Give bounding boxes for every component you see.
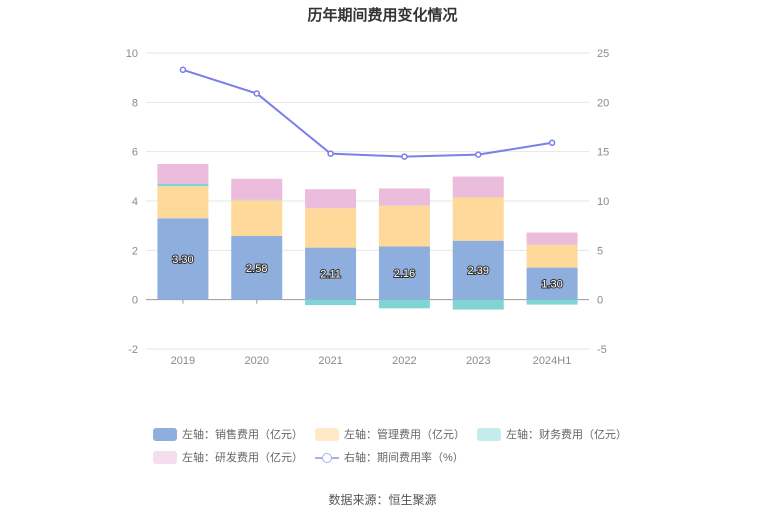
legend-item-research[interactable]: 左轴：研发费用（亿元）	[153, 449, 303, 465]
legend-label-management: 左轴：管理费用（亿元）	[344, 429, 465, 441]
legend-label-financial: 左轴：财务费用（亿元）	[506, 429, 627, 441]
x-axis-label-1: 2020	[245, 355, 269, 367]
bar-0-5	[526, 267, 578, 300]
legend-swatch-sales	[153, 427, 177, 441]
right-axis-tick-1: 0	[597, 295, 603, 307]
chart-plot: -2 0 2 4 6 8 10 -5 0 5 10 15 20 25 2019 2020 2021 2022 202…	[126, 48, 610, 367]
legend: 左轴：销售费用（亿元） 左轴：管理费用（亿元） 左轴：财务费用（亿元） 左轴：研…	[153, 424, 627, 470]
bar-1-3	[378, 205, 430, 247]
bar-0-3	[378, 246, 430, 300]
right-axis-tick-0: -5	[597, 344, 607, 356]
bar-3-2	[305, 189, 357, 209]
bar-2-4	[452, 299, 504, 310]
bar-1-0	[157, 186, 209, 219]
left-axis-tick-5: 8	[132, 97, 138, 109]
legend-swatch-expense-ratio	[315, 451, 339, 464]
bar-3-1	[231, 178, 283, 200]
bar-2-5	[526, 299, 578, 305]
left-axis-tick-4: 6	[132, 147, 138, 159]
right-axis-tick-2: 5	[597, 245, 603, 257]
bar-data-label-5: 1.30	[541, 279, 562, 291]
right-axis-tick-5: 20	[597, 97, 609, 109]
left-axis-tick-0: -2	[128, 344, 138, 356]
bar-0-0	[157, 218, 209, 300]
bar-1-1	[231, 200, 283, 237]
legend-item-management[interactable]: 左轴：管理费用（亿元）	[315, 426, 465, 442]
bar-2-3	[378, 299, 430, 309]
x-axis-label-2: 2021	[318, 355, 342, 367]
bar-1-2	[305, 208, 357, 248]
expense-ratio-point-2	[327, 150, 334, 157]
bar-1-4	[452, 197, 504, 241]
bar-3-0	[157, 164, 209, 184]
bar-data-label-0: 3.30	[172, 254, 193, 266]
legend-swatch-management	[315, 427, 339, 441]
bar-0-4	[452, 240, 504, 300]
expense-ratio-point-1	[253, 90, 260, 97]
right-axis-tick-3: 10	[597, 196, 609, 208]
expense-ratio-point-4	[475, 151, 482, 158]
right-axis-tick-6: 25	[597, 48, 609, 60]
expense-ratio-point-5	[548, 139, 556, 147]
bar-3-4	[452, 176, 504, 198]
bar-2-2	[305, 299, 357, 306]
legend-swatch-research	[153, 450, 177, 464]
bar-3-5	[526, 232, 578, 245]
chart-title: 历年期间费用变化情况	[307, 7, 458, 24]
left-axis-tick-6: 10	[126, 48, 138, 60]
bar-3-3	[378, 188, 430, 206]
legend-label-sales: 左轴：销售费用（亿元）	[182, 429, 303, 441]
bar-data-label-1: 2.58	[246, 263, 267, 275]
bar-2-0	[157, 183, 209, 187]
bar-data-label-4: 2.39	[468, 265, 489, 277]
left-axis-tick-1: 0	[132, 295, 138, 307]
bar-0-2	[305, 247, 357, 300]
legend-item-expense-ratio[interactable]: 右轴：期间费用率（%）	[315, 449, 464, 465]
bar-1-5	[526, 244, 578, 268]
expense-ratio-point-0	[179, 66, 187, 74]
legend-label-expense-ratio: 右轴：期间费用率（%）	[344, 452, 464, 464]
expense-ratio-point-3	[401, 153, 408, 160]
bar-data-label-3: 2.16	[394, 268, 415, 280]
x-axis-label-3: 2022	[392, 355, 416, 367]
legend-item-financial[interactable]: 左轴：财务费用（亿元）	[477, 426, 627, 442]
x-axis-label-0: 2019	[171, 355, 195, 367]
right-axis-tick-4: 15	[597, 147, 609, 159]
legend-item-sales[interactable]: 左轴：销售费用（亿元）	[153, 426, 303, 442]
expense-ratio-line	[182, 68, 553, 158]
x-axis-label-4: 2023	[466, 355, 490, 367]
legend-label-research: 左轴：研发费用（亿元）	[182, 452, 303, 464]
source-note: 数据来源：恒生聚源	[328, 493, 437, 507]
x-axis-label-5: 2024H1	[533, 355, 572, 367]
bar-data-label-2: 2.11	[320, 269, 341, 281]
left-axis-tick-2: 2	[132, 245, 138, 257]
bar-0-1	[231, 236, 283, 300]
left-axis-tick-3: 4	[132, 196, 138, 208]
legend-swatch-financial	[477, 427, 501, 441]
